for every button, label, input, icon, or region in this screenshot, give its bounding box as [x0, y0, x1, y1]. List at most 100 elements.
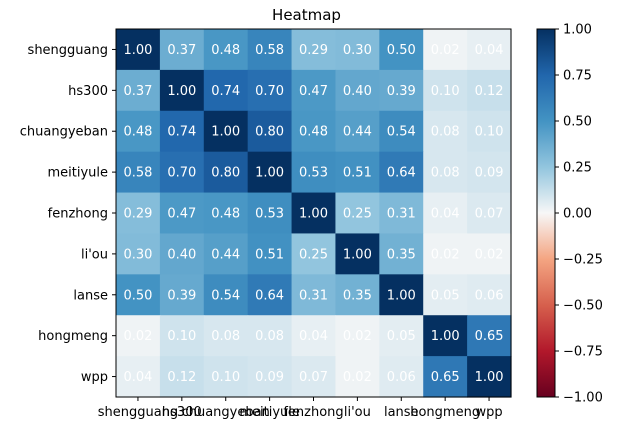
heatmap-cell	[423, 356, 468, 398]
cell-value-label: 0.58	[123, 166, 152, 181]
heatmap-cell	[335, 356, 380, 398]
colorbar-tick-label: −0.25	[563, 253, 603, 268]
heatmap-cell	[116, 110, 161, 153]
cell-value-label: 0.35	[387, 247, 416, 262]
heatmap-cell	[247, 110, 293, 153]
colorbar-tick-label: 0.50	[563, 115, 592, 130]
heatmap-cell	[291, 192, 337, 235]
cell-value-label: 0.80	[255, 125, 284, 140]
heatmap-cell	[247, 356, 293, 398]
cell-value-label: 1.00	[431, 329, 460, 344]
cell-value-label: 0.07	[299, 370, 328, 385]
heatmap-cell	[467, 192, 512, 235]
cell-value-label: 0.08	[255, 329, 284, 344]
heatmap-cell	[423, 69, 468, 112]
cell-value-label: 0.10	[167, 329, 196, 344]
y-tick-label: meitiyule	[47, 166, 108, 181]
heatmap-cell	[291, 110, 337, 153]
colorbar: 1.00 0.75 0.50 0.25 0.00 −0.25 −0.50 −0.75 −1.00	[536, 23, 603, 406]
x-tick-label: fenzhong	[283, 405, 343, 420]
cell-value-label: 0.47	[299, 84, 328, 99]
heatmap-cell	[159, 233, 205, 275]
cell-value-label: 0.80	[211, 166, 240, 181]
heatmap-cell	[291, 233, 337, 275]
cell-value-label: 0.08	[431, 166, 460, 181]
y-axis: shengguang hs300 chuangyeban meitiyule fenzh…	[20, 43, 116, 385]
cell-value-label: 0.70	[167, 166, 196, 181]
cell-value-label: 1.00	[475, 370, 504, 385]
cell-value-label: 0.02	[475, 247, 504, 262]
x-tick-label: hongmeng	[410, 405, 480, 420]
heatmap-cell	[247, 315, 293, 357]
colorbar-tick-label: −1.00	[563, 391, 603, 406]
cell-value-label: 0.30	[123, 247, 152, 262]
cell-value-label: 0.37	[123, 84, 152, 99]
cell-value-label: 0.44	[211, 247, 240, 262]
heatmap-cell	[159, 110, 205, 153]
cell-value-label: 0.05	[387, 329, 416, 344]
heatmap-cell	[467, 151, 512, 194]
heatmap-cell	[335, 29, 380, 71]
heatmap-cell	[423, 110, 468, 153]
heatmap-cell	[291, 29, 337, 71]
x-tick-label: chuangyeban	[182, 405, 270, 420]
y-tick-label: lanse	[73, 288, 108, 303]
x-tick-label: wpp	[475, 405, 502, 420]
cell-value-label: 0.10	[211, 370, 240, 385]
cell-value-label: 0.54	[211, 288, 240, 303]
cell-value-label: 0.08	[211, 329, 240, 344]
heatmap-cell	[335, 151, 380, 194]
heatmap-cell	[116, 274, 161, 316]
x-tick-label: hs300	[162, 405, 202, 420]
heatmap-cell	[379, 356, 424, 398]
heatmap-cell	[159, 192, 205, 235]
cell-value-label: 1.00	[211, 125, 240, 140]
cell-value-label: 0.48	[211, 43, 240, 58]
heatmap-cell	[203, 315, 249, 357]
heatmap-cell	[335, 110, 380, 153]
cell-value-label: 0.04	[475, 43, 504, 58]
y-tick-label: wpp	[81, 370, 108, 385]
heatmap-cell	[116, 29, 161, 71]
cell-value-label: 0.54	[387, 125, 416, 140]
cell-value-label: 0.02	[431, 43, 460, 58]
y-tick-label: hs300	[68, 84, 108, 99]
y-tick-label: chuangyeban	[20, 125, 108, 140]
heatmap-cell	[203, 69, 249, 112]
cell-value-label: 0.44	[343, 125, 372, 140]
cell-value-label: 0.05	[431, 288, 460, 303]
chart-title: Heatmap	[272, 6, 341, 24]
colorbar-gradient	[536, 28, 556, 398]
heatmap-cell	[467, 315, 512, 357]
heatmap-cell	[423, 274, 468, 316]
cell-value-label: 0.10	[475, 125, 504, 140]
cell-value-label: 1.00	[123, 43, 152, 58]
cell-value-label: 0.51	[343, 166, 372, 181]
heatmap-cell	[379, 110, 424, 153]
cell-value-label: 0.04	[123, 370, 152, 385]
cell-value-labels: 1.00 0.37 0.48 0.58 0.29 0.30 0.50 0.02 0.04 0.37…	[123, 43, 503, 385]
heatmap-cell	[379, 192, 424, 235]
cell-value-label: 0.58	[255, 43, 284, 58]
heatmap-cell	[467, 233, 512, 275]
cell-value-label: 0.10	[431, 84, 460, 99]
heatmap-cell	[247, 192, 293, 235]
cell-value-label: 0.12	[167, 370, 196, 385]
heatmap-cell	[379, 315, 424, 357]
colorbar-tick-label: 0.25	[563, 161, 592, 176]
heatmap-cell	[203, 356, 249, 398]
heatmap-cell	[247, 233, 293, 275]
cell-value-label: 0.53	[255, 207, 284, 222]
colorbar-tick-label: −0.75	[563, 345, 603, 360]
heatmap-cell	[423, 29, 468, 71]
cell-value-label: 0.53	[299, 166, 328, 181]
cell-value-label: 0.02	[431, 247, 460, 262]
heatmap-cell	[116, 192, 161, 235]
heatmap-cell	[116, 151, 161, 194]
cell-value-label: 0.02	[123, 329, 152, 344]
cell-value-label: 0.35	[343, 288, 372, 303]
cell-value-label: 0.31	[299, 288, 328, 303]
heatmap-cell	[203, 29, 249, 71]
heatmap-cell	[335, 69, 380, 112]
cell-value-label: 0.40	[343, 84, 372, 99]
